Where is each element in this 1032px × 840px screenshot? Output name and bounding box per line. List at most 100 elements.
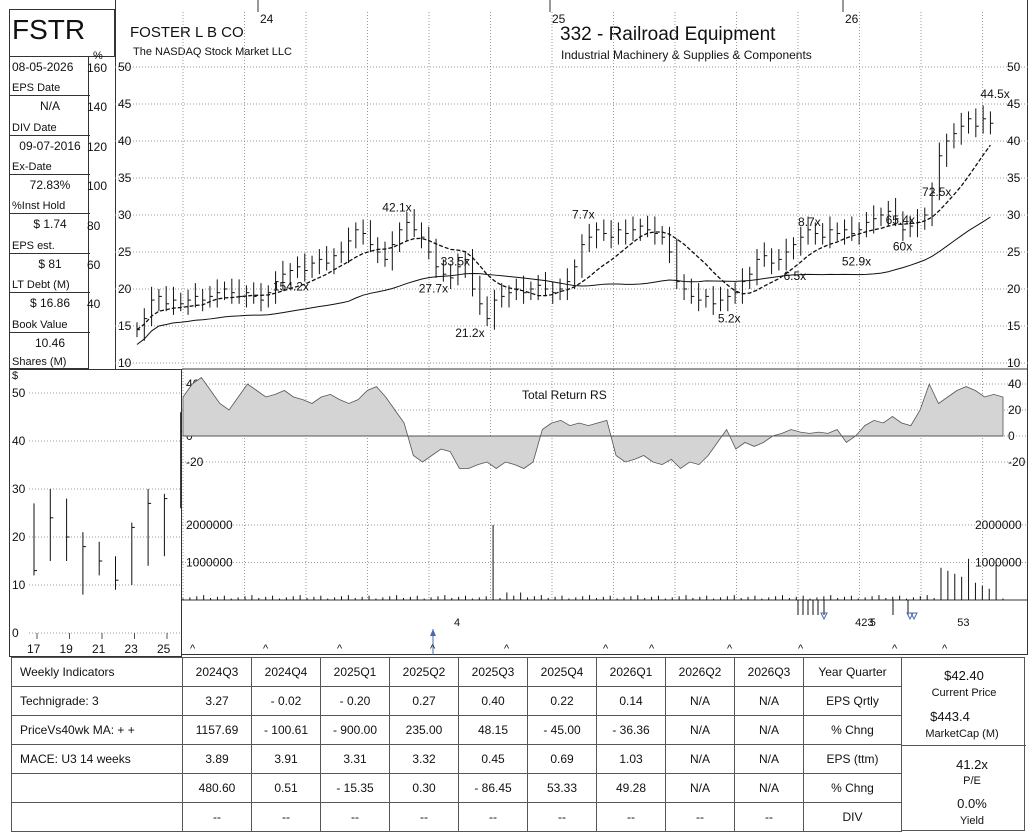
indicator-cell: DIV xyxy=(803,802,902,832)
indicator-cell: 3.89 xyxy=(182,744,252,774)
info-key: Ex-Date xyxy=(12,161,52,173)
year-label: 24 xyxy=(260,12,274,26)
indicator-cell: 0.45 xyxy=(458,744,528,774)
info-cell: $ 1.74 EPS est. xyxy=(10,214,90,254)
price-tick-left: 50 xyxy=(118,60,132,74)
pe-annotation: 72.5x xyxy=(922,185,951,199)
indicator-cell: 3.31 xyxy=(320,744,390,774)
caret-mark: ^ xyxy=(504,643,510,655)
indicator-cell: 2025Q3 xyxy=(458,657,528,687)
price-tick-right: 50 xyxy=(1007,60,1021,74)
pe-annotation: 65.4x xyxy=(886,213,915,227)
pe-label: P/E xyxy=(963,775,981,787)
price-tick-left: 35 xyxy=(118,171,132,185)
pct-tick: 100 xyxy=(87,179,108,194)
pct-tick: 40 xyxy=(87,297,101,312)
indicator-cell: - 15.35 xyxy=(320,773,390,803)
caret-mark: ^ xyxy=(892,643,898,655)
info-cell: 72.83% %Inst Hold xyxy=(10,175,90,214)
pct-tick: 160 xyxy=(87,61,108,75)
indicator-cell: 0.69 xyxy=(527,744,597,774)
vol-tick-left: 1000000 xyxy=(186,556,233,570)
lt-y-tick: 50 xyxy=(12,386,26,400)
indicator-label-cell: Weekly Indicators xyxy=(11,657,183,687)
info-cell: 10.46 Shares (M) xyxy=(10,333,90,369)
price-tick-right: 40 xyxy=(1007,134,1021,148)
rs-tick-right: 0 xyxy=(1008,429,1015,443)
info-value: 10.46 xyxy=(34,336,66,350)
long-term-chart-svg: 50 40 30 20 10 0 17 19 21 23 25 xyxy=(12,386,182,656)
rs-tick-right: 20 xyxy=(1008,403,1022,417)
caret-mark: ^ xyxy=(649,643,655,655)
price-tick-right: 25 xyxy=(1007,245,1021,259)
weekly-indicators-table: Weekly Indicators 2024Q3 2024Q4 2025Q1 2025Q… xyxy=(11,657,902,832)
indicator-cell: 3.27 xyxy=(182,686,252,716)
rs-title: Total Return RS xyxy=(522,388,607,402)
info-value: $ 1.74 xyxy=(33,217,67,231)
price-tick-left: 15 xyxy=(118,319,132,333)
indicator-cell: 2026Q1 xyxy=(596,657,666,687)
pe-annotation: 52.9x xyxy=(842,254,871,268)
info-cell: N/A DIV Date xyxy=(10,96,90,136)
indicator-cell: 0.51 xyxy=(251,773,321,803)
indicator-row: 480.60 0.51- 15.35 0.30- 86.45 53.33 49.28 N/… xyxy=(11,773,902,803)
indicator-cell: -- xyxy=(320,802,390,832)
info-value: $ 81 xyxy=(38,257,62,271)
price-tick-left: 10 xyxy=(118,356,132,370)
info-key: EPS est. xyxy=(12,240,55,252)
lt-dollar-symbol: $ xyxy=(12,370,19,382)
indicator-label-cell: PriceVs40wk MA: + + xyxy=(11,715,183,745)
info-value: 72.83% xyxy=(29,178,71,192)
indicator-cell: 2026Q2 xyxy=(665,657,735,687)
info-key: Shares (M) xyxy=(12,356,67,368)
indicator-cell: Year Quarter xyxy=(803,657,902,687)
indicator-cell: -- xyxy=(527,802,597,832)
info-cell: 08-05-2026 EPS Date xyxy=(10,57,90,96)
info-cell: $ 16.86 Book Value xyxy=(10,293,90,333)
indicator-cell: 1.03 xyxy=(596,744,666,774)
indicator-label-cell xyxy=(11,773,183,803)
indicator-cell: N/A xyxy=(665,715,735,745)
lt-x-tick: 17 xyxy=(27,642,41,656)
ticker-box xyxy=(9,9,115,57)
event-marker: 423 xyxy=(855,617,873,629)
indicator-cell: - 0.20 xyxy=(320,686,390,716)
lt-x-tick: 19 xyxy=(60,642,74,656)
pe-annotation: 7.7x xyxy=(572,208,595,222)
indicator-label-cell: Technigrade: 3 xyxy=(11,686,183,716)
rs-tick-left: -20 xyxy=(186,455,204,469)
rs-tick-right: 40 xyxy=(1008,377,1022,391)
price-tick-left: 40 xyxy=(118,134,132,148)
indicator-cell: % Chng xyxy=(803,773,902,803)
indicator-cell: 2024Q3 xyxy=(182,657,252,687)
info-key: EPS Date xyxy=(12,82,61,94)
indicator-label-cell xyxy=(11,802,183,832)
pe-annotation: 44.5x xyxy=(980,87,1009,101)
lt-y-tick: 30 xyxy=(12,482,26,496)
indicator-cell: -- xyxy=(665,802,735,832)
indicator-cell: N/A xyxy=(734,744,804,774)
lt-y-tick: 0 xyxy=(12,626,19,640)
year-label: 26 xyxy=(845,12,859,26)
price-tick-right: 15 xyxy=(1007,319,1021,333)
rs-tick-right: -20 xyxy=(1008,455,1026,469)
indicator-header-row: Weekly Indicators 2024Q3 2024Q4 2025Q1 2025Q… xyxy=(11,657,902,687)
year-label: 25 xyxy=(552,12,566,26)
ma-short-line xyxy=(136,144,991,331)
vol-tick-left: 2000000 xyxy=(186,518,233,532)
event-arrow-down xyxy=(910,612,918,621)
long-term-chart-frame xyxy=(9,369,182,657)
ma-long-line xyxy=(136,216,991,345)
indicator-cell: 235.00 xyxy=(389,715,459,745)
lt-x-tick: 25 xyxy=(157,642,171,656)
info-value: N/A xyxy=(39,99,60,113)
info-cell: $ 81 LT Debt (M) xyxy=(10,254,90,293)
price-tick-left: 25 xyxy=(118,245,132,259)
indicator-cell: 2025Q2 xyxy=(389,657,459,687)
indicator-cell: 1157.69 xyxy=(182,715,252,745)
indicator-cell: -- xyxy=(389,802,459,832)
indicator-cell: 3.91 xyxy=(251,744,321,774)
summary-box: $42.40 Current Price $443.4 MarketCap (M… xyxy=(901,657,1026,831)
indicator-cell: 2025Q1 xyxy=(320,657,390,687)
